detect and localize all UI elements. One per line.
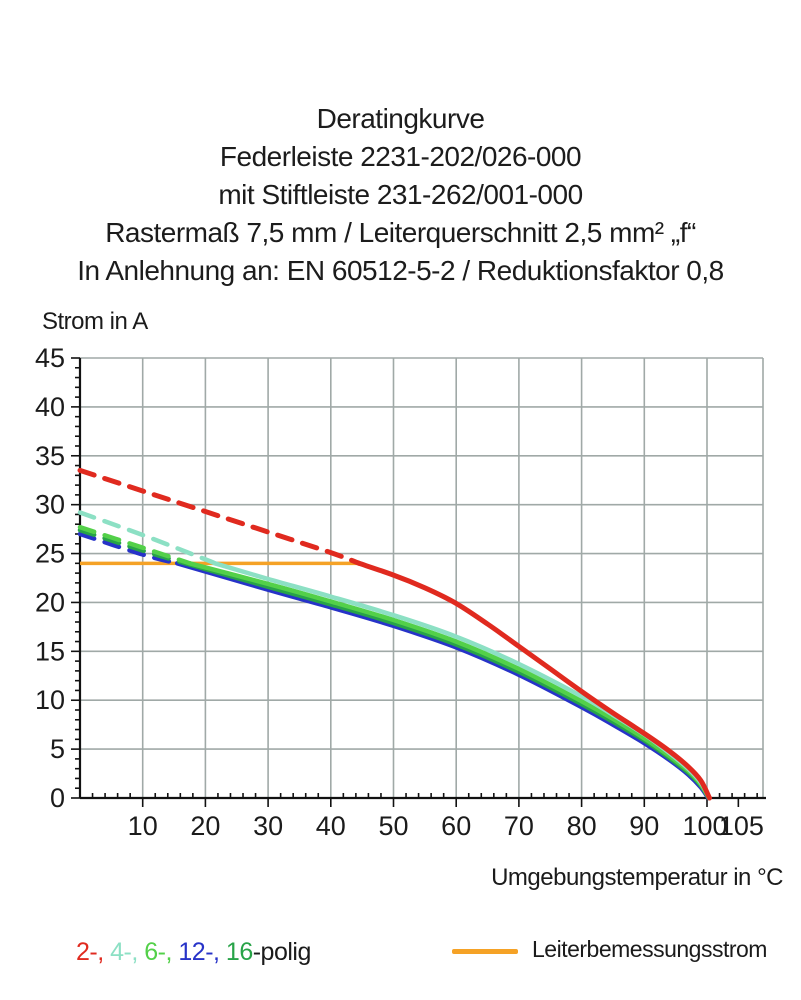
legend-item-6-polig: 6-,	[137, 938, 172, 966]
curve-16-polig-dashed	[77, 527, 188, 566]
rated-current-label: Leiterbemessungsstrom	[532, 936, 767, 962]
svg-text:105: 105	[719, 811, 764, 841]
svg-text:15: 15	[35, 636, 65, 666]
legend-item-12-polig: 12-,	[171, 938, 220, 966]
svg-text:25: 25	[35, 539, 65, 569]
title-line-1: Deratingkurve	[316, 103, 485, 134]
curve-2-polig-dashed	[77, 467, 362, 566]
svg-text:60: 60	[441, 811, 471, 841]
svg-text:35: 35	[35, 441, 65, 471]
title-line-2: Federleiste 2231-202/026-000	[219, 141, 582, 172]
svg-text:90: 90	[629, 811, 659, 841]
svg-text:5: 5	[50, 734, 65, 764]
gridlines	[80, 357, 764, 798]
legend-row: 2-, 4-, 6-, 12-, 16-polig Leiterbemessun…	[0, 936, 801, 976]
title-line-5: In Anlehnung an: EN 60512-5-2 / Reduktio…	[77, 255, 724, 286]
legend-rated-current: Leiterbemessungsstrom	[452, 936, 767, 963]
svg-text:10: 10	[35, 685, 65, 715]
title-line-3: mit Stiftleiste 231-262/001-000	[218, 179, 583, 210]
curve-4-polig-solid	[212, 561, 712, 801]
svg-text:100: 100	[682, 811, 727, 841]
legend-item-16-polig: 16	[219, 938, 253, 966]
svg-text:30: 30	[253, 811, 283, 841]
svg-text:30: 30	[35, 490, 65, 520]
axis-lines	[78, 357, 766, 800]
legend-item-2-polig: 2-,	[76, 938, 104, 966]
svg-text:70: 70	[504, 811, 534, 841]
curve-2-polig-solid	[356, 560, 712, 801]
derating-curves	[77, 467, 712, 801]
svg-text:20: 20	[35, 587, 65, 617]
legend-item-4-polig: 4-,	[103, 938, 138, 966]
curve-6-polig-dashed	[77, 524, 192, 566]
tick-labels: 0 5 10 15 20 25 30 35 40 45 10 20 30 40 50 60 70 80 90 1001…	[35, 343, 764, 841]
chart-title-block: Deratingkurve Federleiste 2231-202/026-0…	[0, 100, 801, 290]
x-axis-title: Umgebungstemperatur in °C	[491, 864, 783, 891]
derating-chart: 0 5 10 15 20 25 30 35 40 45 10 20 30 40 50 60 70 80 90 1001…	[35, 343, 766, 841]
svg-text:40: 40	[35, 392, 65, 422]
svg-text:80: 80	[567, 811, 597, 841]
legend-pole-counts: 2-, 4-, 6-, 12-, 16-polig	[76, 938, 311, 967]
svg-text:50: 50	[378, 811, 408, 841]
legend-suffix-polig: -polig	[252, 938, 312, 966]
y-axis-title: Strom in A	[42, 308, 148, 335]
rated-current-line-swatch	[452, 949, 518, 954]
svg-text:10: 10	[128, 811, 158, 841]
curve-12-polig-dashed	[77, 531, 180, 566]
svg-text:40: 40	[316, 811, 346, 841]
svg-text:45: 45	[35, 343, 65, 373]
title-line-4: Rastermaß 7,5 mm / Leiterquerschnitt 2,5…	[105, 217, 696, 248]
curve-4-polig-dashed	[77, 510, 218, 566]
svg-text:20: 20	[190, 811, 220, 841]
svg-text:0: 0	[50, 783, 65, 813]
